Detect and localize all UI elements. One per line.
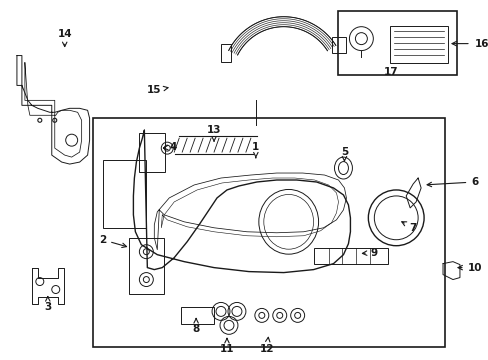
Text: 13: 13 bbox=[206, 125, 221, 141]
Text: 7: 7 bbox=[401, 222, 416, 233]
Text: 16: 16 bbox=[474, 39, 488, 49]
Text: 14: 14 bbox=[57, 29, 72, 46]
Bar bbox=[92, 118, 444, 347]
Text: 2: 2 bbox=[99, 235, 126, 248]
Text: 4: 4 bbox=[163, 142, 177, 152]
Text: 9: 9 bbox=[362, 248, 377, 258]
Text: 10: 10 bbox=[457, 262, 481, 273]
Bar bbox=[338, 11, 456, 76]
Bar bbox=[102, 160, 146, 228]
Bar bbox=[331, 37, 345, 53]
Text: 6: 6 bbox=[426, 177, 478, 187]
Bar bbox=[139, 133, 165, 172]
Bar bbox=[389, 26, 447, 63]
Bar bbox=[313, 248, 387, 264]
Bar bbox=[181, 307, 214, 324]
Text: 1: 1 bbox=[252, 142, 259, 158]
Bar bbox=[129, 238, 164, 294]
Text: 17: 17 bbox=[383, 67, 398, 77]
Text: 5: 5 bbox=[340, 147, 347, 161]
Bar bbox=[220, 44, 230, 62]
Text: 11: 11 bbox=[219, 338, 234, 354]
Text: 12: 12 bbox=[259, 337, 273, 354]
Text: 3: 3 bbox=[44, 297, 51, 312]
Text: 15: 15 bbox=[147, 85, 168, 95]
Text: 8: 8 bbox=[192, 318, 199, 334]
